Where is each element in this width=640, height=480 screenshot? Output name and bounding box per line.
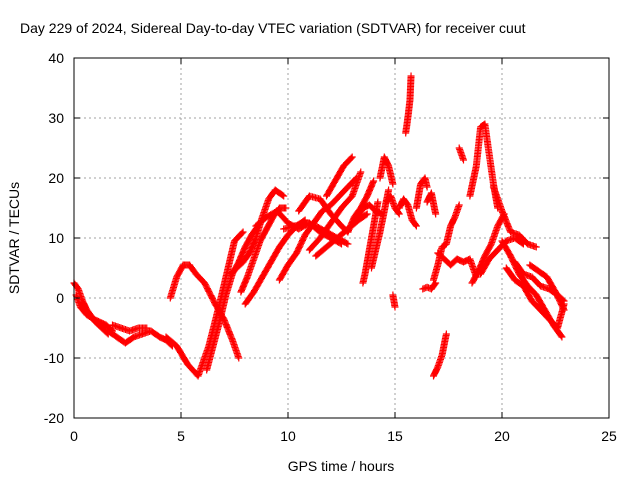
series-track-d bbox=[109, 321, 151, 335]
data-point-markers bbox=[502, 264, 568, 332]
data-point-markers bbox=[402, 72, 415, 137]
x-axis-label: GPS time / hours bbox=[288, 458, 395, 474]
data-point-markers bbox=[412, 174, 431, 212]
data-point-markers bbox=[423, 189, 440, 218]
series-track-ad bbox=[430, 330, 450, 380]
series-track-o bbox=[305, 168, 365, 254]
series-track-am bbox=[502, 264, 568, 332]
data-point-markers bbox=[72, 291, 117, 335]
x-tick-label: 25 bbox=[601, 428, 617, 444]
data-point-markers bbox=[376, 153, 397, 188]
series-track-t bbox=[359, 198, 382, 287]
series-track-v bbox=[376, 153, 397, 188]
y-tick-label: 0 bbox=[56, 290, 64, 306]
data-point-markers bbox=[382, 192, 403, 218]
series-track-b bbox=[72, 291, 117, 335]
x-tick-label: 0 bbox=[70, 428, 78, 444]
data-point-markers bbox=[70, 279, 112, 338]
data-point-markers bbox=[305, 168, 365, 254]
series-track-af bbox=[434, 249, 480, 281]
data-point-markers bbox=[477, 234, 527, 278]
series-track-ab bbox=[419, 279, 440, 293]
data-point-markers bbox=[434, 249, 480, 281]
data-point-markers bbox=[430, 330, 450, 380]
data-point-markers bbox=[166, 261, 243, 362]
y-axis-label: SDTVAR / TECUs bbox=[6, 182, 22, 294]
y-tick-label: -20 bbox=[44, 410, 64, 426]
x-tick-label: 10 bbox=[280, 428, 296, 444]
data-point-markers bbox=[468, 210, 508, 287]
y-tick-label: 30 bbox=[48, 110, 64, 126]
data-point-markers bbox=[359, 198, 382, 287]
data-point-markers bbox=[455, 144, 467, 164]
series-track-ac bbox=[423, 189, 440, 218]
axis-ticks: 0 5 10 15 20 25 -20 -10 0 10 20 30 40 bbox=[44, 50, 617, 444]
y-tick-label: 20 bbox=[48, 170, 64, 186]
y-tick-label: 10 bbox=[48, 230, 64, 246]
data-point-markers bbox=[389, 291, 399, 311]
series-track-aa bbox=[412, 174, 431, 212]
series-track-a bbox=[70, 279, 112, 338]
x-tick-label: 20 bbox=[494, 428, 510, 444]
series-track-w bbox=[382, 192, 403, 218]
data-point-markers bbox=[395, 195, 420, 230]
series-track-p bbox=[323, 153, 356, 200]
series-track-f bbox=[166, 261, 243, 362]
series-track-z bbox=[402, 72, 415, 137]
data-point-markers bbox=[419, 279, 440, 293]
series-track-n bbox=[295, 192, 352, 236]
x-tick-label: 15 bbox=[387, 428, 403, 444]
data-point-markers bbox=[162, 228, 247, 380]
series-track-ao bbox=[526, 261, 568, 314]
series-track-y bbox=[395, 195, 420, 230]
data-point-markers bbox=[489, 183, 540, 251]
y-tick-label: -10 bbox=[44, 350, 64, 366]
series-track-ag bbox=[455, 144, 467, 164]
data-point-markers bbox=[295, 192, 352, 236]
series-track-ak bbox=[489, 183, 540, 251]
data-point-markers bbox=[526, 261, 568, 314]
data-point-markers bbox=[323, 153, 356, 200]
series-track-ai bbox=[468, 210, 508, 287]
chart-title: Day 229 of 2024, Sidereal Day-to-day VTE… bbox=[20, 20, 526, 36]
series-track-aj bbox=[477, 234, 527, 278]
data-points bbox=[70, 72, 568, 380]
y-tick-label: 40 bbox=[48, 50, 64, 66]
data-point-markers bbox=[109, 321, 151, 335]
x-tick-label: 5 bbox=[177, 428, 185, 444]
series-track-x bbox=[389, 291, 399, 311]
series-track-e bbox=[162, 228, 247, 380]
